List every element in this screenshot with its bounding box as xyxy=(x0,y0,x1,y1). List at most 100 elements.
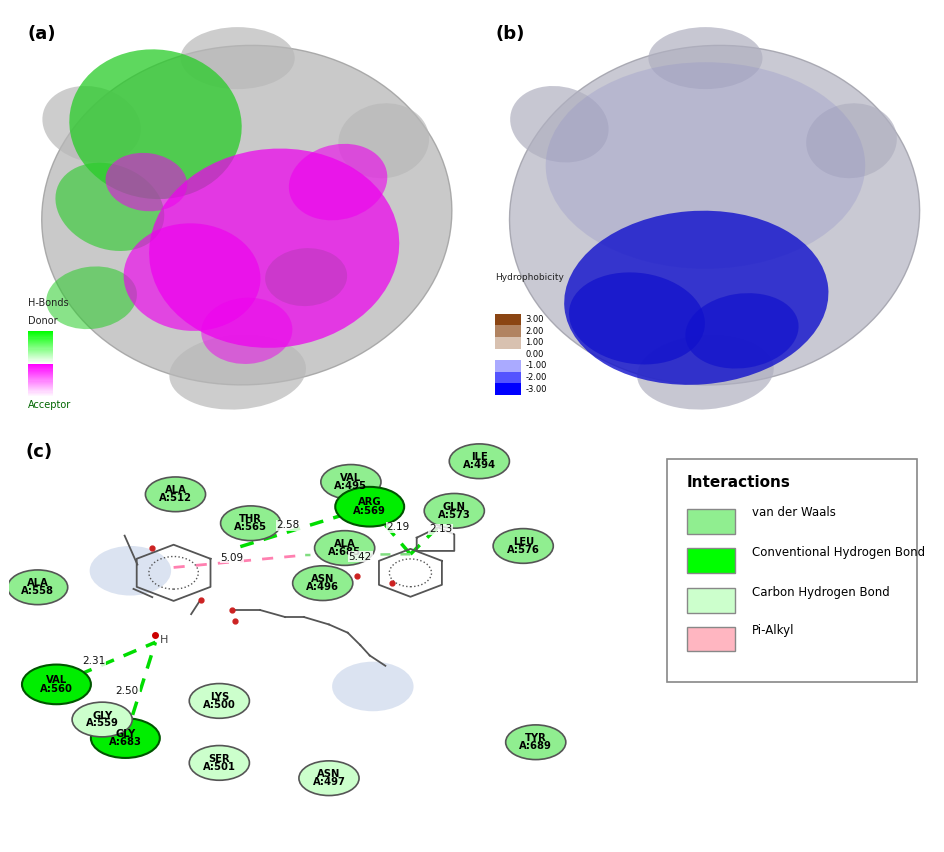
Text: ASN: ASN xyxy=(317,769,340,780)
Ellipse shape xyxy=(22,665,91,705)
Text: A:685: A:685 xyxy=(328,547,361,557)
Ellipse shape xyxy=(331,662,413,711)
Text: 2.58: 2.58 xyxy=(277,521,299,530)
Bar xyxy=(27,352,53,353)
Bar xyxy=(27,359,53,360)
Bar xyxy=(495,371,520,383)
Text: H: H xyxy=(160,636,168,645)
Text: ALA: ALA xyxy=(164,486,186,496)
Text: Carbon Hydrogen Bond: Carbon Hydrogen Bond xyxy=(751,585,889,599)
Text: van der Waals: van der Waals xyxy=(751,506,835,520)
Text: Acceptor: Acceptor xyxy=(27,400,71,410)
Bar xyxy=(27,379,53,380)
Text: LEU: LEU xyxy=(512,537,533,547)
Bar xyxy=(27,363,53,364)
Bar xyxy=(27,348,53,349)
Bar xyxy=(27,370,53,371)
Bar xyxy=(27,331,53,332)
Text: 0.00: 0.00 xyxy=(525,350,543,359)
Ellipse shape xyxy=(298,761,359,796)
Bar xyxy=(27,386,53,387)
Ellipse shape xyxy=(805,103,896,178)
Text: A:573: A:573 xyxy=(437,509,470,520)
Ellipse shape xyxy=(180,27,295,89)
Text: A:501: A:501 xyxy=(203,762,236,772)
Ellipse shape xyxy=(46,267,137,329)
Ellipse shape xyxy=(510,86,608,163)
Text: Conventional Hydrogen Bond: Conventional Hydrogen Bond xyxy=(751,545,924,559)
Ellipse shape xyxy=(106,153,187,211)
Text: 2.19: 2.19 xyxy=(386,522,409,532)
Text: 5.42: 5.42 xyxy=(348,552,372,561)
Bar xyxy=(495,337,520,348)
Ellipse shape xyxy=(91,718,160,758)
Text: Pi-Alkyl: Pi-Alkyl xyxy=(751,625,794,637)
Bar xyxy=(27,375,53,376)
Text: GLY: GLY xyxy=(92,711,112,721)
Bar xyxy=(27,377,53,378)
Ellipse shape xyxy=(293,566,352,601)
Ellipse shape xyxy=(201,297,292,364)
Text: SER: SER xyxy=(209,754,230,764)
Text: A:559: A:559 xyxy=(86,718,119,728)
Text: LYS: LYS xyxy=(210,692,228,702)
Text: A:558: A:558 xyxy=(21,586,54,596)
Text: A:497: A:497 xyxy=(312,777,346,787)
Bar xyxy=(27,343,53,344)
Text: H-Bonds: H-Bonds xyxy=(27,298,68,308)
Ellipse shape xyxy=(493,528,552,563)
Bar xyxy=(686,548,734,573)
Ellipse shape xyxy=(289,144,387,221)
Ellipse shape xyxy=(149,148,398,348)
Bar xyxy=(27,334,53,335)
Text: 2.50: 2.50 xyxy=(115,687,139,696)
Text: A:496: A:496 xyxy=(306,582,339,592)
Text: 2.31: 2.31 xyxy=(82,656,106,665)
Ellipse shape xyxy=(90,546,171,596)
Text: A:576: A:576 xyxy=(506,544,539,555)
Bar xyxy=(27,341,53,342)
Bar xyxy=(495,325,520,337)
Ellipse shape xyxy=(448,444,509,479)
Bar xyxy=(27,345,53,346)
Text: A:689: A:689 xyxy=(519,741,551,751)
Ellipse shape xyxy=(42,86,141,163)
Ellipse shape xyxy=(314,531,375,566)
Text: Interactions: Interactions xyxy=(686,475,790,490)
Ellipse shape xyxy=(56,163,164,251)
Bar xyxy=(27,378,53,379)
Bar xyxy=(27,344,53,345)
Text: VAL: VAL xyxy=(340,473,362,483)
Ellipse shape xyxy=(8,570,68,605)
Bar xyxy=(27,376,53,377)
Ellipse shape xyxy=(189,683,249,718)
Text: Hydrophobicity: Hydrophobicity xyxy=(495,273,564,282)
Text: ALA: ALA xyxy=(333,539,355,550)
FancyBboxPatch shape xyxy=(666,459,916,682)
Text: ALA: ALA xyxy=(26,579,48,589)
Bar xyxy=(27,362,53,363)
Bar xyxy=(27,346,53,348)
Text: ASN: ASN xyxy=(311,574,334,584)
Bar xyxy=(27,389,53,390)
Bar xyxy=(27,353,53,354)
Text: TYR: TYR xyxy=(524,734,546,744)
Bar xyxy=(27,360,53,362)
Text: GLY: GLY xyxy=(115,728,135,739)
Bar xyxy=(27,390,53,391)
Text: VAL: VAL xyxy=(45,675,67,685)
Bar xyxy=(27,349,53,351)
Bar xyxy=(686,509,734,533)
Text: A:683: A:683 xyxy=(109,738,142,747)
Bar xyxy=(495,314,520,325)
Text: ARG: ARG xyxy=(358,498,381,507)
Text: Donor: Donor xyxy=(27,316,58,326)
Text: A:569: A:569 xyxy=(353,506,386,516)
Text: -3.00: -3.00 xyxy=(525,384,546,394)
Text: 3.00: 3.00 xyxy=(525,315,543,324)
Bar xyxy=(27,337,53,338)
Text: A:494: A:494 xyxy=(463,460,496,470)
Bar xyxy=(27,393,53,394)
Bar xyxy=(27,374,53,375)
Ellipse shape xyxy=(424,493,484,528)
